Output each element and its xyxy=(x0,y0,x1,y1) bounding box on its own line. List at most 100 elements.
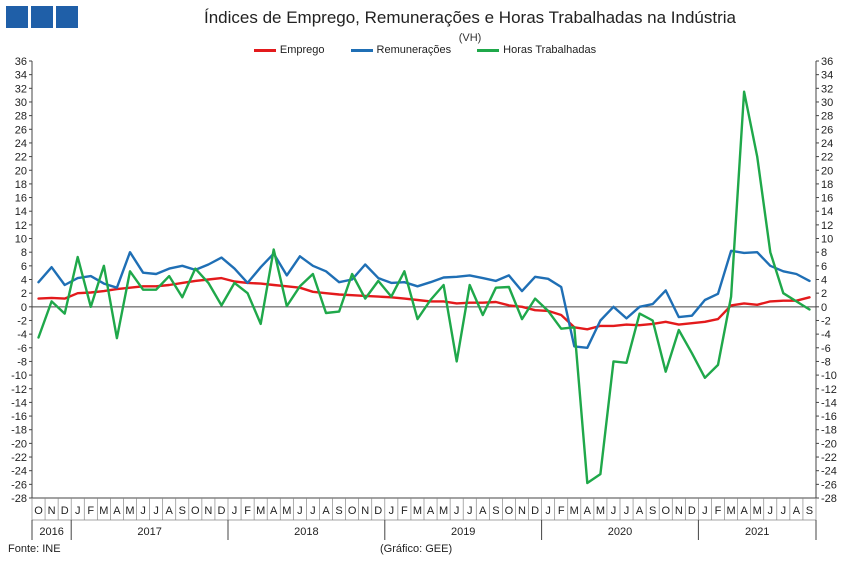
y-tick-label-left: 34 xyxy=(15,70,27,82)
y-tick-label-left: 0 xyxy=(21,302,27,314)
x-tick-label: M xyxy=(99,505,108,517)
x-tick-label: N xyxy=(48,505,56,517)
x-tick-label: D xyxy=(374,505,382,517)
y-tick-label-right: -20 xyxy=(821,438,837,450)
y-tick-label-right: -2 xyxy=(821,315,831,327)
y-tick-label-right: 6 xyxy=(821,261,827,273)
x-tick-label: O xyxy=(661,505,670,517)
y-tick-label-right: 32 xyxy=(821,83,833,95)
year-label: 2017 xyxy=(137,526,161,538)
logo-square xyxy=(31,6,53,28)
y-tick-label-right: 16 xyxy=(821,193,833,205)
y-tick-label-left: 28 xyxy=(15,111,27,123)
year-label: 2018 xyxy=(294,526,318,538)
x-tick-label: A xyxy=(322,505,330,517)
y-tick-label-left: -4 xyxy=(17,329,27,341)
y-tick-label-left: -10 xyxy=(11,370,27,382)
y-tick-label-left: 32 xyxy=(15,83,27,95)
y-tick-label-left: 18 xyxy=(15,179,27,191)
x-tick-label: N xyxy=(518,505,526,517)
legend-label-emprego: Emprego xyxy=(279,44,325,56)
x-tick-label: D xyxy=(61,505,69,517)
y-tick-label-right: 26 xyxy=(821,124,833,136)
logo-square xyxy=(56,6,78,28)
y-tick-label-left: 30 xyxy=(15,97,27,109)
y-tick-label-right: 34 xyxy=(821,70,833,82)
x-tick-label: J xyxy=(467,505,473,517)
chart-unit: (VH) xyxy=(458,32,482,44)
year-label: 2016 xyxy=(39,526,63,538)
y-tick-label-right: -12 xyxy=(821,384,837,396)
x-tick-label: S xyxy=(335,505,342,517)
legend-item-horas: Horas Trabalhadas xyxy=(477,44,596,56)
x-tick-label: O xyxy=(191,505,200,517)
legend-swatch-emprego xyxy=(253,48,276,52)
x-tick-label: M xyxy=(413,505,422,517)
x-tick-label: N xyxy=(675,505,683,517)
x-tick-label: A xyxy=(270,505,278,517)
y-tick-label-left: 26 xyxy=(15,124,27,136)
x-tick-label: J xyxy=(297,505,303,517)
y-tick-label-right: 18 xyxy=(821,179,833,191)
y-tick-label-right: -6 xyxy=(821,343,831,355)
series-line-0 xyxy=(37,276,811,331)
x-tick-label: M xyxy=(282,505,291,517)
x-tick-label: S xyxy=(492,505,499,517)
x-tick-label: A xyxy=(636,505,644,517)
x-tick-label: A xyxy=(427,505,435,517)
x-tick-label: M xyxy=(753,505,762,517)
x-tick-label: N xyxy=(361,505,369,517)
x-tick-label: J xyxy=(140,505,146,517)
y-tick-label-right: -8 xyxy=(821,356,831,368)
x-tick-label: D xyxy=(531,505,539,517)
y-tick-label-right: -26 xyxy=(821,479,837,491)
x-tick-label: M xyxy=(256,505,265,517)
y-tick-label-left: 20 xyxy=(15,165,27,177)
y-tick-label-right: 10 xyxy=(821,234,833,246)
x-tick-label: D xyxy=(217,505,225,517)
x-tick-label: J xyxy=(781,505,787,517)
x-tick-label: S xyxy=(806,505,813,517)
y-tick-label-left: 14 xyxy=(15,206,27,218)
x-tick-label: F xyxy=(558,505,565,517)
legend-item-remuneracoes: Remunerações xyxy=(350,44,451,56)
x-tick-label: J xyxy=(611,505,617,517)
y-tick-label-right: 8 xyxy=(821,247,827,259)
x-tick-label: J xyxy=(454,505,460,517)
x-tick-label: F xyxy=(244,505,251,517)
y-tick-label-right: -14 xyxy=(821,397,837,409)
y-tick-label-left: -26 xyxy=(11,479,27,491)
x-tick-label: O xyxy=(505,505,514,517)
x-tick-label: S xyxy=(649,505,656,517)
x-tick-label: M xyxy=(125,505,134,517)
y-tick-label-left: -8 xyxy=(17,356,27,368)
legend-item-emprego: Emprego xyxy=(253,44,325,56)
year-label: 2020 xyxy=(608,526,632,538)
year-label: 2019 xyxy=(451,526,475,538)
x-tick-label: J xyxy=(702,505,708,517)
x-tick-label: F xyxy=(715,505,722,517)
logo-square xyxy=(6,6,28,28)
logo xyxy=(6,6,78,28)
x-tick-label: J xyxy=(768,505,774,517)
y-tick-label-right: 2 xyxy=(821,288,827,300)
y-tick-label-left: 36 xyxy=(15,56,27,68)
y-tick-label-right: 30 xyxy=(821,97,833,109)
y-tick-label-left: -14 xyxy=(11,397,27,409)
y-tick-label-right: 24 xyxy=(821,138,833,150)
legend-swatch-horas xyxy=(477,48,500,52)
y-tick-label-left: -20 xyxy=(11,438,27,450)
series-line-2 xyxy=(37,90,811,485)
x-tick-label: J xyxy=(310,505,316,517)
y-tick-label-right: -16 xyxy=(821,411,837,423)
y-tick-label-right: 36 xyxy=(821,56,833,68)
y-tick-label-right: 12 xyxy=(821,220,833,232)
y-tick-label-right: -24 xyxy=(821,466,837,478)
y-tick-label-right: 14 xyxy=(821,206,833,218)
x-tick-label: J xyxy=(389,505,395,517)
x-tick-label: M xyxy=(596,505,605,517)
year-label: 2021 xyxy=(745,526,769,538)
x-tick-label: A xyxy=(113,505,121,517)
y-tick-label-right: -10 xyxy=(821,370,837,382)
x-tick-label: A xyxy=(584,505,592,517)
